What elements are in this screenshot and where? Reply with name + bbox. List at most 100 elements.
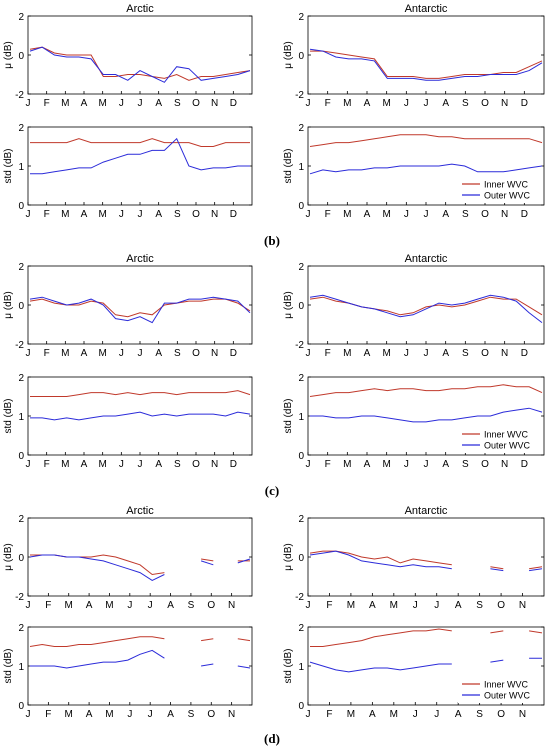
panel-label-c: (c) bbox=[265, 483, 279, 498]
x-tick-label: J bbox=[434, 600, 439, 611]
y-tick-label: 0 bbox=[298, 51, 304, 62]
axes-frame bbox=[307, 265, 545, 345]
x-tick-label: S bbox=[174, 209, 181, 220]
x-tick-label: O bbox=[481, 459, 489, 470]
outer-wvc-line bbox=[309, 48, 543, 81]
legend-label: Inner WVC bbox=[484, 180, 529, 190]
y-tick-label: 0 bbox=[18, 201, 24, 212]
x-tick-label: J bbox=[404, 459, 409, 470]
x-tick-label: O bbox=[192, 98, 200, 109]
x-tick-label: S bbox=[174, 348, 181, 359]
outer-wvc-line bbox=[29, 46, 251, 83]
x-tick-label: J bbox=[424, 459, 429, 470]
x-tick-label: M bbox=[382, 348, 390, 359]
legend-label: Outer WVC bbox=[484, 441, 531, 451]
x-tick-label: O bbox=[192, 459, 200, 470]
x-tick-label: F bbox=[326, 709, 332, 720]
x-tick-label: J bbox=[424, 348, 429, 359]
chart-9: Antarctic μ (dB) -2 0 2 J F M A M J J A S O N bbox=[283, 505, 545, 611]
x-tick-label: N bbox=[501, 348, 508, 359]
y-tick-label: 2 bbox=[18, 373, 24, 384]
x-tick-label: S bbox=[476, 709, 483, 720]
chart-title: Arctic bbox=[126, 505, 154, 517]
y-tick-label: 2 bbox=[298, 123, 304, 134]
y-tick-label: 0 bbox=[298, 553, 304, 564]
x-tick-label: M bbox=[390, 600, 398, 611]
x-tick-label: F bbox=[44, 209, 50, 220]
axes-frame bbox=[27, 15, 253, 95]
x-tick-label: F bbox=[44, 98, 50, 109]
x-tick-label: M bbox=[382, 459, 390, 470]
y-axis-label: μ (dB) bbox=[283, 291, 294, 318]
x-tick-label: A bbox=[455, 709, 462, 720]
x-tick-label: O bbox=[481, 348, 489, 359]
x-tick-label: J bbox=[127, 600, 132, 611]
y-tick-label: 2 bbox=[18, 514, 24, 525]
x-tick-label: D bbox=[230, 209, 237, 220]
x-tick-label: S bbox=[174, 459, 181, 470]
x-tick-label: F bbox=[44, 459, 50, 470]
legend-label: Inner WVC bbox=[484, 680, 529, 690]
x-tick-label: M bbox=[382, 209, 390, 220]
x-tick-label: F bbox=[45, 600, 51, 611]
x-tick-label: J bbox=[138, 98, 143, 109]
x-tick-label: O bbox=[207, 709, 215, 720]
x-tick-label: N bbox=[211, 348, 218, 359]
x-tick-label: J bbox=[119, 348, 124, 359]
x-tick-label: D bbox=[521, 209, 528, 220]
x-tick-label: A bbox=[364, 98, 371, 109]
x-tick-label: J bbox=[127, 709, 132, 720]
x-tick-label: J bbox=[306, 98, 311, 109]
panel-label-d: (d) bbox=[264, 731, 280, 746]
x-tick-label: A bbox=[364, 459, 371, 470]
x-tick-label: N bbox=[501, 459, 508, 470]
y-tick-label: 0 bbox=[18, 701, 24, 712]
x-tick-label: J bbox=[26, 600, 31, 611]
x-tick-label: N bbox=[228, 600, 235, 611]
y-tick-label: 1 bbox=[298, 412, 304, 423]
y-tick-label: 2 bbox=[18, 623, 24, 634]
x-tick-label: N bbox=[519, 600, 526, 611]
x-tick-label: J bbox=[138, 348, 143, 359]
x-tick-label: A bbox=[155, 98, 162, 109]
y-axis-label: std (dB) bbox=[3, 148, 14, 183]
x-tick-label: J bbox=[404, 209, 409, 220]
x-tick-label: J bbox=[138, 459, 143, 470]
y-tick-label: 2 bbox=[298, 12, 304, 23]
x-tick-label: J bbox=[413, 600, 418, 611]
y-tick-label: -2 bbox=[15, 90, 24, 101]
outer-wvc-line bbox=[309, 657, 542, 673]
x-tick-label: A bbox=[167, 709, 174, 720]
x-tick-label: D bbox=[521, 98, 528, 109]
x-tick-label: A bbox=[369, 600, 376, 611]
x-tick-label: N bbox=[211, 209, 218, 220]
x-tick-label: J bbox=[424, 209, 429, 220]
outer-wvc-line bbox=[29, 296, 251, 324]
x-tick-label: M bbox=[105, 709, 113, 720]
legend-label: Outer WVC bbox=[484, 691, 531, 701]
x-tick-label: S bbox=[462, 348, 469, 359]
x-tick-label: M bbox=[343, 209, 351, 220]
x-tick-label: A bbox=[442, 348, 449, 359]
x-tick-label: O bbox=[497, 709, 505, 720]
x-tick-label: J bbox=[26, 98, 31, 109]
x-tick-label: M bbox=[105, 600, 113, 611]
axes-frame bbox=[27, 626, 253, 706]
x-tick-label: A bbox=[155, 209, 162, 220]
x-tick-label: N bbox=[228, 709, 235, 720]
x-tick-label: F bbox=[44, 348, 50, 359]
x-tick-label: M bbox=[390, 709, 398, 720]
axes-frame bbox=[27, 517, 253, 597]
x-tick-label: F bbox=[45, 709, 51, 720]
outer-wvc-line bbox=[30, 411, 251, 421]
y-tick-label: 0 bbox=[298, 701, 304, 712]
x-tick-label: J bbox=[306, 209, 311, 220]
x-tick-label: A bbox=[86, 600, 93, 611]
x-tick-label: J bbox=[424, 98, 429, 109]
